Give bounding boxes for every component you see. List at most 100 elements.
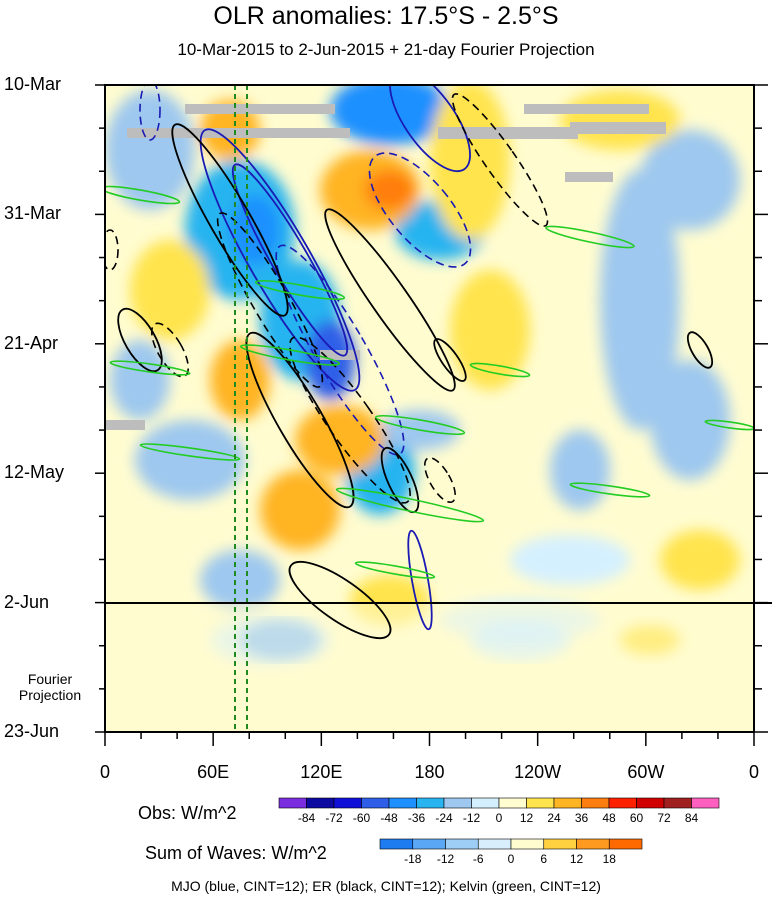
mjo-neg-contour — [368, 152, 472, 268]
y-tick-label: 2-Jun — [4, 591, 50, 612]
neg-anomaly-patch — [135, 420, 245, 500]
er-contour — [324, 208, 456, 392]
obs-colorbar-swatch — [306, 797, 335, 809]
kelvin-contour — [704, 419, 754, 431]
x-tick-label: 0 — [748, 762, 759, 782]
obs-colorbar-swatch — [333, 797, 362, 809]
obs-colorbar-tick-label: 36 — [574, 811, 589, 825]
x-tick-label: 180 — [414, 762, 445, 782]
obs-colorbar-tick-label: -60 — [352, 811, 371, 825]
obs-colorbar-swatch — [498, 797, 527, 809]
kelvin-contour — [239, 344, 341, 366]
missing-data-bar — [565, 172, 613, 182]
y-tick-label: 23-Jun — [4, 721, 60, 741]
waves-colorbar-tick-label: 6 — [540, 852, 548, 866]
obs-colorbar-title: Obs: W/m^2 — [138, 803, 237, 823]
waves-colorbar-swatch — [510, 838, 545, 850]
y-tick-label: 21-Apr — [4, 332, 59, 353]
heatmap-field — [105, 85, 754, 732]
obs-colorbar-swatch — [416, 797, 445, 809]
neg-anomaly-patch — [650, 360, 730, 480]
waves-colorbar-swatch — [608, 838, 643, 850]
missing-data-bar — [438, 127, 578, 139]
er-contour — [433, 338, 467, 382]
obs-colorbar-tick-label: 84 — [684, 811, 699, 825]
kelvin-contour — [335, 487, 485, 523]
mjo-neg-contour — [139, 85, 161, 141]
obs-colorbar-tick-label: 12 — [519, 811, 534, 825]
missing-data-bar — [185, 104, 335, 114]
pos-anomaly-patch — [210, 340, 270, 420]
y-tick-label: 31-Mar — [4, 203, 62, 224]
x-tick-label: 120E — [300, 762, 343, 782]
er-contour — [288, 560, 392, 640]
kelvin-contour — [545, 225, 635, 249]
pos-anomaly-patch — [365, 170, 415, 210]
axis-ticks — [95, 84, 768, 746]
er-neg-contour — [423, 456, 457, 504]
kelvin-contour — [254, 279, 346, 301]
neg-anomaly-patch — [510, 535, 630, 585]
waves-colorbar-swatch — [379, 838, 414, 850]
obs-colorbar-swatch — [443, 797, 472, 809]
obs-colorbar-tick-label: 24 — [547, 811, 561, 825]
obs-colorbar-swatch — [691, 797, 720, 809]
pos-anomaly-patch — [130, 240, 210, 340]
waves-colorbar-title: Sum of Waves: W/m^2 — [145, 843, 327, 863]
projection-region — [105, 603, 754, 732]
obs-colorbar-swatch — [553, 797, 582, 809]
waves-colorbar-tick-label: 18 — [602, 852, 616, 866]
footer-legend: MJO (blue, CINT=12); ER (black, CINT=12)… — [171, 878, 601, 894]
er-contour — [171, 123, 289, 317]
obs-colorbar-tick-label: -24 — [435, 811, 453, 825]
kelvin-contour — [109, 360, 191, 376]
er-contour — [245, 331, 355, 509]
mjo-contour — [199, 128, 361, 392]
missing-data-bar — [524, 104, 649, 114]
obs-colorbar-tick-label: -72 — [325, 811, 343, 825]
obs-colorbar-tick-label: 48 — [602, 811, 616, 825]
pos-anomaly-patch — [660, 530, 740, 590]
obs-colorbar-tick-label: 72 — [657, 811, 671, 825]
projection-label: Fourier Projection — [18, 671, 82, 703]
projection-patches — [240, 620, 680, 660]
waves-colorbar-swatch — [445, 838, 479, 850]
er-neg-contour — [451, 93, 549, 227]
obs-colorbar-swatch — [278, 797, 307, 809]
kelvin-contour — [139, 443, 241, 461]
neg-anomaly-patch — [600, 170, 680, 430]
obs-colorbar-tick-label: 60 — [629, 811, 644, 825]
kelvin-contour — [569, 482, 651, 498]
er-neg-contour — [105, 229, 119, 271]
er-contour — [686, 331, 714, 369]
er-neg-contour — [216, 212, 324, 388]
colorbars — [278, 797, 720, 850]
waves-colorbar-tick-label: -18 — [404, 852, 422, 866]
er-contours — [117, 123, 714, 640]
y-tick-label: 12-May — [4, 462, 65, 483]
missing-data-bar — [105, 420, 145, 430]
obs-colorbar-tick-label: -12 — [462, 811, 481, 825]
obs-colorbar-tick-label: 0 — [495, 811, 503, 825]
waves-colorbar-tick-label: 12 — [569, 852, 584, 866]
waves-colorbar-swatch — [477, 838, 512, 850]
waves-colorbar-tick-label: -6 — [472, 852, 484, 866]
waves-colorbar-swatch — [543, 838, 577, 850]
x-tick-label: 120W — [514, 762, 562, 782]
x-tick-label: 0 — [99, 762, 110, 782]
chart-title: OLR anomalies: 17.5°S - 2.5°S — [213, 2, 559, 30]
obs-colorbar-tick-label: -36 — [407, 811, 426, 825]
waves-colorbar-tick-label: -12 — [436, 852, 455, 866]
obs-colorbar-tick-label: -84 — [297, 811, 316, 825]
x-tick-label: 60E — [197, 762, 230, 782]
obs-colorbar-swatch — [608, 797, 637, 809]
chart-subtitle: 10-Mar-2015 to 2-Jun-2015 + 21-day Fouri… — [177, 40, 595, 59]
pos-anomaly-patch — [260, 470, 340, 550]
kelvin-contours — [105, 185, 754, 579]
obs-colorbar-swatch — [636, 797, 665, 809]
neg-anomaly-patch — [230, 195, 280, 265]
er-neg-contour — [289, 336, 411, 504]
x-tick-label: 60W — [627, 762, 665, 782]
obs-colorbar-swatch — [388, 797, 417, 809]
